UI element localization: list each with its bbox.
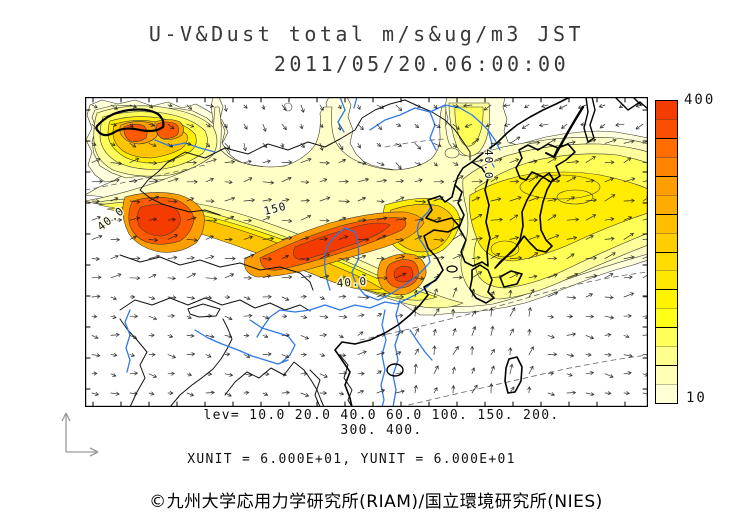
- plot-title: U-V&Dust total m/s&ug/m3 JST: [148, 22, 585, 46]
- coast-bengal: [224, 361, 325, 407]
- coast-primorye: [471, 97, 571, 163]
- river-yangtze: [256, 272, 442, 338]
- river-tarim: [154, 139, 216, 153]
- colorbar-segment-4: [656, 176, 677, 196]
- colorbar-segment-3: [656, 157, 677, 177]
- plot-timestamp: 2011/05/20.06:00:00: [273, 52, 570, 76]
- coast-kuril-b: [632, 97, 642, 106]
- contour-ring-manchuria: [444, 147, 460, 159]
- river-amur-tributary: [429, 111, 437, 151]
- contour-ring-sea-of-japan: [490, 240, 520, 258]
- graticule-dashed-west: [85, 164, 206, 191]
- coast-honshu: [494, 172, 554, 269]
- contour-label: 40.0: [482, 149, 495, 180]
- colorbar-segment-10: [656, 290, 677, 310]
- graticule-dashed-south: [399, 354, 648, 407]
- colorbar-max-label: 400: [684, 92, 716, 108]
- colorbar-segment-6: [656, 214, 677, 234]
- border-mongolia-north: [167, 99, 471, 163]
- river-salween: [380, 309, 387, 407]
- coast-india-peninsula: [169, 318, 233, 407]
- colorbar-segment-12: [656, 328, 677, 348]
- colorbar-segment-0: [656, 101, 677, 120]
- coast-taiwan: [504, 356, 523, 394]
- river-ussuri: [487, 129, 495, 168]
- wind-vectors: [91, 103, 648, 397]
- map-frame: [85, 97, 648, 407]
- colorbar-min-label: 10: [686, 390, 707, 406]
- coast-hokkaido: [515, 143, 576, 183]
- coast-korea: [454, 161, 491, 267]
- border-mongolia-west: [139, 161, 221, 216]
- river-amur: [369, 104, 501, 151]
- contour-ring-pacific-b: [556, 189, 594, 205]
- river-indus: [124, 309, 131, 373]
- dust-l300-northwest-a: [123, 123, 148, 142]
- graticule-ticks: [85, 97, 648, 407]
- coast-jeju: [446, 265, 458, 273]
- colorbar-segment-1: [656, 119, 677, 139]
- contour-label: 40.0: [336, 275, 367, 290]
- border-nepal: [187, 303, 221, 318]
- coast-shikoku: [499, 270, 523, 288]
- colorbar-segment-9: [656, 271, 677, 291]
- river-yellow: [324, 204, 433, 301]
- heavy-contour-northwest: [95, 108, 165, 137]
- graticule-dashed-north: [384, 138, 446, 148]
- colorbar-segment-14: [656, 366, 677, 386]
- coast-kuril-a: [614, 97, 648, 111]
- river-top-b: [353, 97, 358, 109]
- dust-l400-central-core: [293, 222, 391, 261]
- contour-levels-line2: 300. 400.: [340, 423, 423, 438]
- trough-arrow-head: [545, 147, 559, 158]
- axes-icon: [61, 412, 99, 457]
- river-ganges: [194, 329, 289, 365]
- river-red: [409, 329, 433, 361]
- colorbar-segment-8: [656, 252, 677, 272]
- graticule-dashed-southeast: [359, 271, 648, 341]
- border-himalaya: [119, 297, 311, 312]
- colorbar: [655, 100, 678, 404]
- trough-arrow: [552, 105, 585, 159]
- dust-l300-northwest-b: [156, 121, 180, 139]
- river-top-a: [337, 97, 346, 133]
- contour-levels-line1: lev= 10.0 20.0 40.0 60.0 100. 150. 200.: [203, 408, 560, 423]
- river-mekong: [392, 299, 401, 407]
- colorbar-segment-13: [656, 347, 677, 367]
- coast-kyushu: [469, 264, 495, 304]
- border-indochina-a: [339, 354, 353, 407]
- border-indochina-b: [309, 369, 321, 407]
- coast-sakhalin: [583, 97, 596, 143]
- coast-hainan: [386, 363, 404, 377]
- credit-line: ©九州大学応用力学研究所(RIAM)/国立環境研究所(NIES): [149, 492, 603, 512]
- colorbar-segment-15: [656, 385, 677, 403]
- border-tibet-inner: [119, 254, 314, 291]
- colorbar-segment-5: [656, 195, 677, 215]
- colorbar-segment-7: [656, 233, 677, 253]
- unit-scale-line: XUNIT = 6.000E+01, YUNIT = 6.000E+01: [187, 452, 516, 467]
- river-brahmaputra: [249, 319, 296, 363]
- colorbar-segment-2: [656, 138, 677, 158]
- colorbar-segment-11: [656, 309, 677, 329]
